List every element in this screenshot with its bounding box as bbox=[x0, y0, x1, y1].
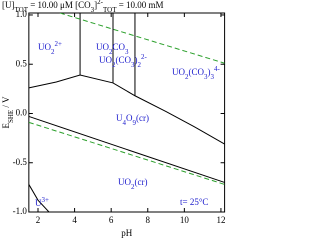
region-label: UO2CO3 bbox=[96, 42, 129, 56]
x-tick-label: 6 bbox=[109, 215, 114, 225]
region-label-part: (CO bbox=[189, 67, 205, 77]
x-tick-label: 12 bbox=[216, 215, 225, 225]
region-label-part: O bbox=[126, 113, 133, 123]
region-label: U3+ bbox=[35, 196, 49, 208]
y-tick-label: -0.5 bbox=[13, 157, 28, 167]
region-label-part: 3 bbox=[204, 73, 208, 81]
header-part: [U] bbox=[2, 0, 15, 10]
region-label: t= 25°C bbox=[180, 197, 208, 207]
region-label-part: 3 bbox=[125, 48, 129, 56]
region-label: UO2(CO3)22- bbox=[99, 53, 148, 69]
y-tick-label: 0.5 bbox=[16, 58, 28, 68]
header: [U]TOT = 10.00 μM [CO3]2-TOT = 10.00 mM bbox=[2, 0, 164, 14]
region-label-part: 4 bbox=[123, 119, 127, 127]
region-label-part: t= 25°C bbox=[180, 197, 208, 207]
region-label-part: 4- bbox=[214, 65, 221, 73]
y-tick-label: -1.0 bbox=[13, 206, 28, 216]
region-label-part: UO bbox=[38, 42, 51, 52]
region-label-part: 3 bbox=[211, 73, 215, 81]
region-label-part: 9 bbox=[133, 119, 137, 127]
region-label-part: CO bbox=[113, 42, 126, 52]
x-tick-label: 4 bbox=[72, 215, 77, 225]
x-tick-label: 10 bbox=[180, 215, 190, 225]
y-axis-label-part: E bbox=[1, 123, 11, 129]
boundary-line bbox=[28, 121, 225, 185]
region-label-part: (cr) bbox=[135, 177, 148, 187]
region-label-part: UO bbox=[96, 42, 109, 52]
x-axis-label-part: pH bbox=[121, 228, 133, 238]
boundary-line bbox=[28, 184, 50, 212]
header-part: 2- bbox=[97, 0, 104, 6]
y-axis-label-part: / V bbox=[1, 96, 11, 110]
y-tick-label: 0.0 bbox=[16, 108, 28, 118]
header-part: = 10.00 mM bbox=[116, 0, 163, 10]
region-label-part: 3+ bbox=[42, 196, 50, 204]
region-label-part: (CO bbox=[116, 55, 132, 65]
x-tick-label: 2 bbox=[36, 215, 41, 225]
x-tick-label: 8 bbox=[146, 215, 151, 225]
region-label-part: 2+ bbox=[55, 40, 63, 48]
region-label-part: 2- bbox=[141, 53, 148, 61]
header-part: TOT bbox=[15, 6, 29, 14]
plot-frame bbox=[28, 12, 226, 213]
region-label-part: 2 bbox=[131, 183, 135, 191]
header-part: [CO bbox=[75, 0, 91, 10]
region-label-part: ) bbox=[208, 67, 211, 77]
header-part: ] bbox=[94, 0, 97, 10]
boundary-line bbox=[59, 13, 225, 64]
region-label-part: 2 bbox=[185, 73, 189, 81]
region-label-part: UO bbox=[99, 55, 112, 65]
region-label-part: (cr) bbox=[136, 113, 149, 123]
region-label-part: U bbox=[116, 113, 123, 123]
x-axis-label: pH bbox=[121, 228, 133, 238]
region-label: UO22+ bbox=[38, 40, 62, 56]
header-part: = 10.00 μM bbox=[28, 0, 75, 10]
region-label-part: ) bbox=[135, 55, 138, 65]
boundary-line bbox=[28, 74, 225, 145]
y-tick-label: 1.0 bbox=[16, 9, 28, 19]
region-label-part: UO bbox=[172, 67, 185, 77]
region-label-part: 2 bbox=[112, 61, 116, 69]
header-part: TOT bbox=[103, 6, 117, 14]
region-label: UO2(cr) bbox=[118, 177, 148, 191]
header-part: 3 bbox=[91, 6, 95, 14]
boundary-line bbox=[28, 115, 225, 183]
region-label-part: U bbox=[35, 198, 42, 208]
y-axis-label: ESHE / V bbox=[1, 96, 15, 129]
region-label-part: 2 bbox=[51, 48, 55, 56]
region-label: U4O9(cr) bbox=[116, 113, 149, 127]
region-label-part: 2 bbox=[109, 48, 113, 56]
region-label: UO2(CO3)34- bbox=[172, 65, 221, 81]
y-axis-label-part: SHE bbox=[7, 110, 15, 123]
region-label-part: UO bbox=[118, 177, 131, 187]
region-label-part: 3 bbox=[131, 61, 135, 69]
region-label-part: 2 bbox=[138, 61, 142, 69]
